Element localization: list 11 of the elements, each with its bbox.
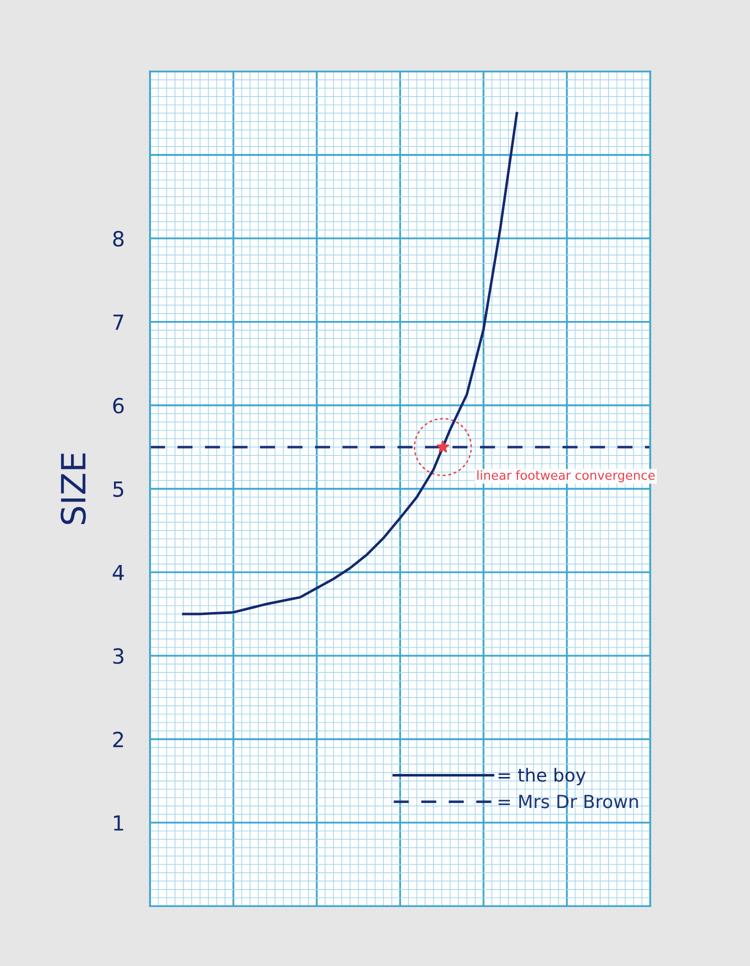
y-tick-label: 1	[114, 815, 124, 831]
y-tick-label: 3	[113, 648, 124, 664]
y-tick-label: 4	[112, 564, 124, 580]
y-tick-label: 5	[113, 482, 124, 498]
annotation: linear footwear convergence	[477, 470, 655, 482]
y-tick-label: 6	[113, 398, 124, 414]
y-tick-label: 8	[113, 230, 124, 247]
y-tick-label: 7	[113, 314, 124, 330]
y-axis-title: SIZE	[60, 453, 86, 524]
y-tick-label: 2	[113, 732, 123, 748]
text: = the boy	[498, 768, 586, 786]
